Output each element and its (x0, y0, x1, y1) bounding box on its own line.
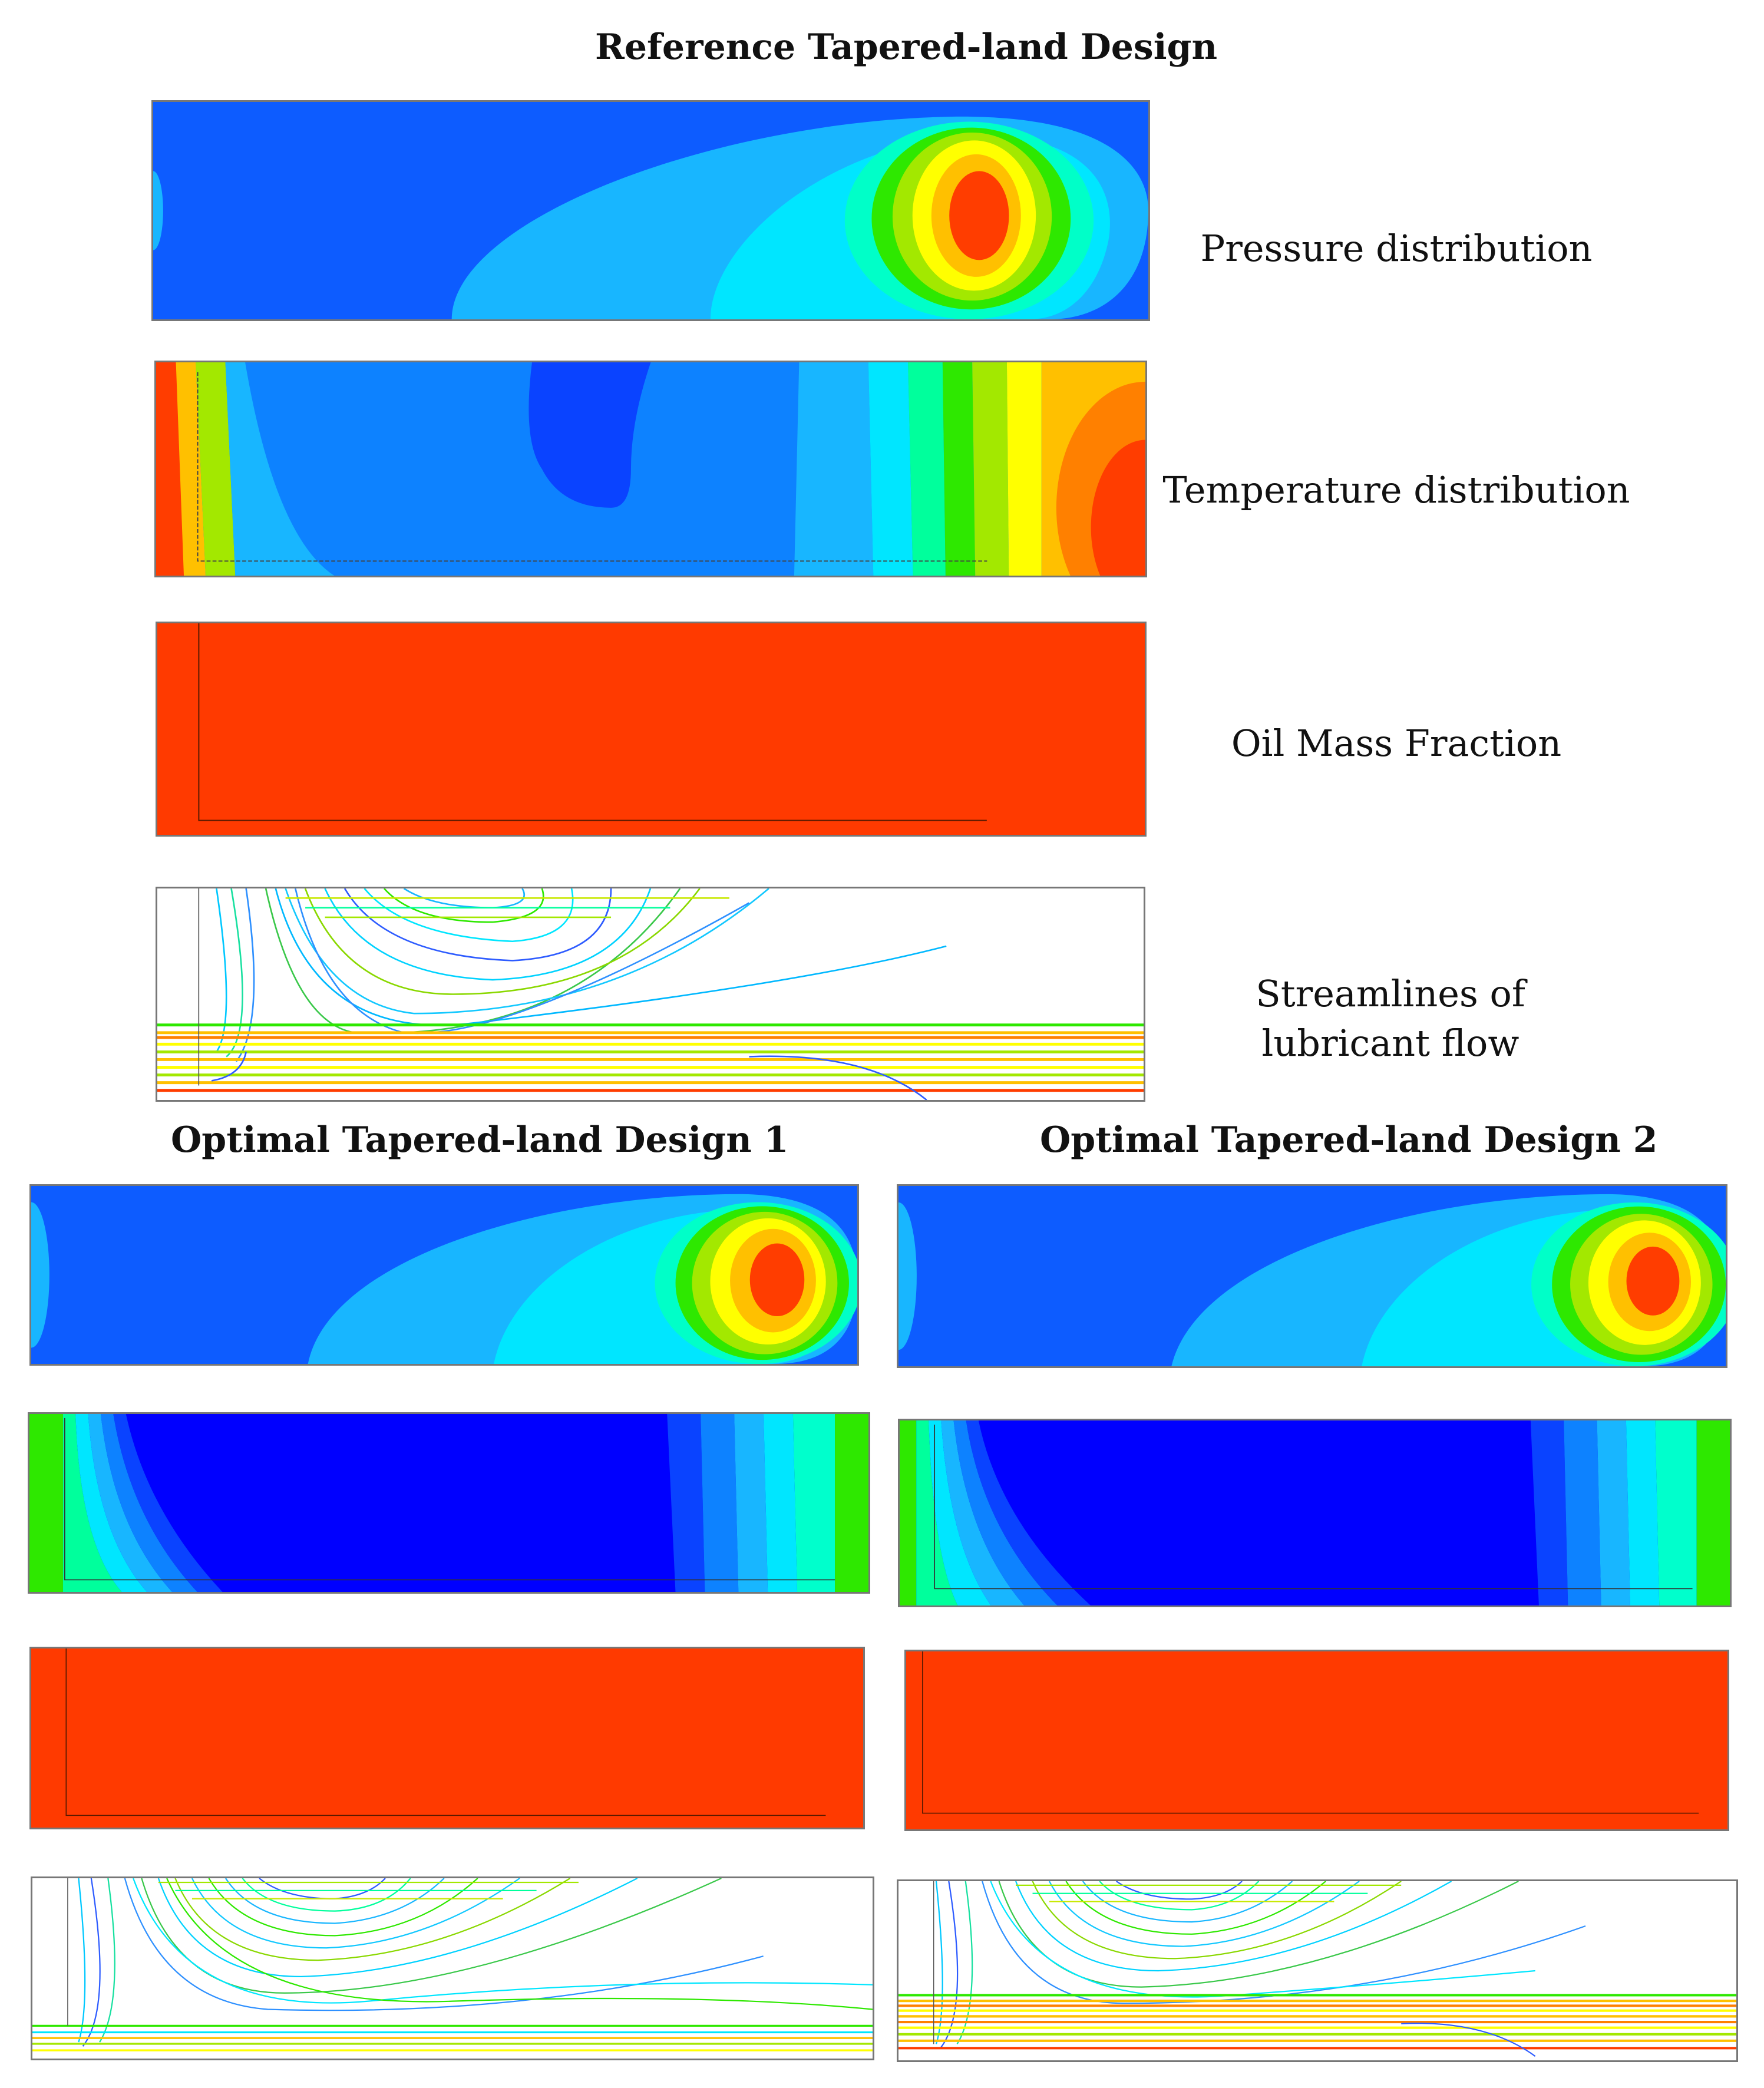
optimal-1-temperature-contour (28, 1412, 870, 1594)
optimal-1-streamlines (31, 1876, 874, 2060)
reference-oil-mass-fraction (156, 622, 1147, 837)
optimal-2-pressure-contour (897, 1184, 1727, 1368)
reference-temperature-contour (154, 361, 1147, 577)
oil-mass-fraction-label: Oil Mass Fraction (1231, 722, 1562, 765)
optimal-1-pressure-contour (29, 1184, 859, 1366)
streamlines-label: Streamlines of lubricant flow (1256, 972, 1525, 1065)
optimal-2-streamlines (897, 1879, 1738, 2062)
pressure-label: Pressure distribution (1200, 227, 1593, 270)
optimal-2-oil-mass-fraction (904, 1650, 1729, 1831)
reference-streamlines (156, 887, 1145, 1102)
reference-design-title: Reference Tapered-land Design (595, 27, 1218, 68)
optimal-1-oil-mass-fraction (29, 1647, 865, 1829)
reference-pressure-contour (151, 100, 1150, 321)
optimal-design-1-title: Optimal Tapered-land Design 1 (171, 1119, 789, 1161)
optimal-2-temperature-contour (898, 1419, 1732, 1607)
optimal-design-2-title: Optimal Tapered-land Design 2 (1040, 1119, 1658, 1161)
temperature-label: Temperature distribution (1162, 468, 1630, 511)
